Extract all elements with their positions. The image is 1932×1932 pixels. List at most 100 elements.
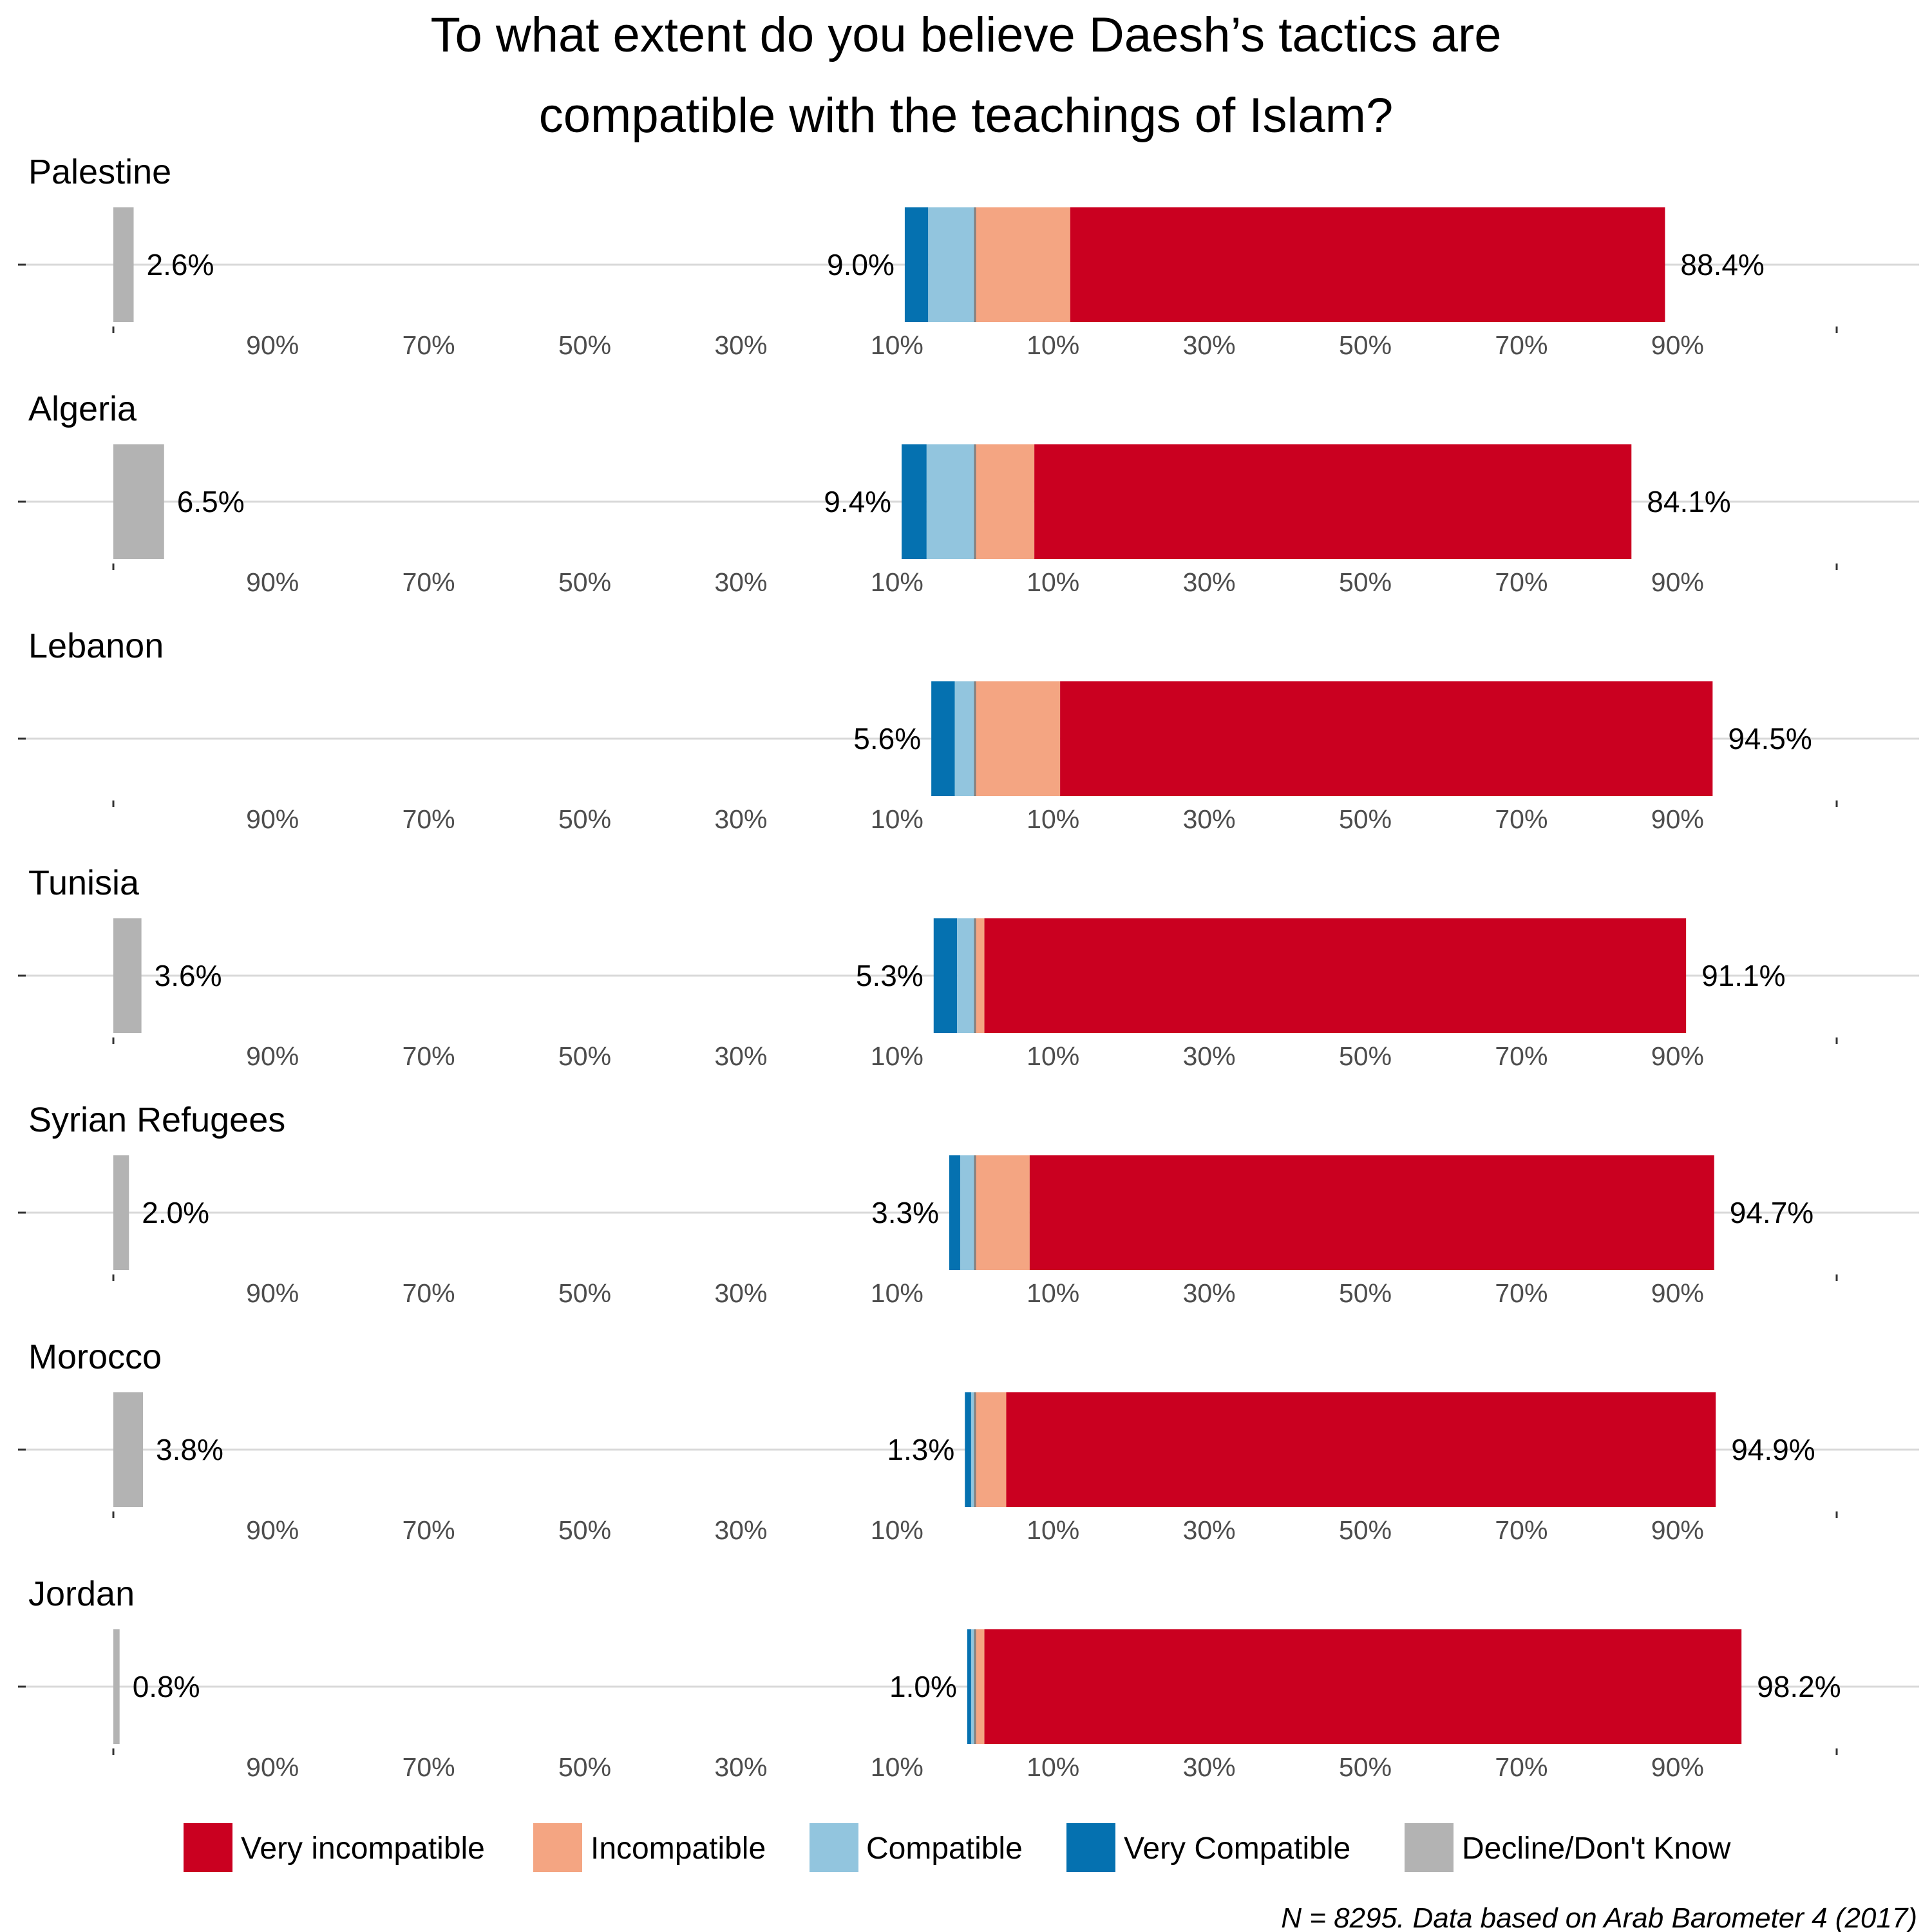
bar-very-compatible — [965, 1392, 971, 1507]
incompatible-total-label: 98.2% — [1757, 1670, 1841, 1703]
decline-dont-know-label: 0.8% — [133, 1670, 200, 1703]
chart-title-line-1: To what extent do you believe Daesh’s ta… — [430, 8, 1501, 62]
x-tick-label: 70% — [402, 1515, 455, 1545]
x-tick-label: 10% — [871, 1041, 923, 1071]
decline-dont-know-label: 2.0% — [142, 1196, 209, 1229]
x-tick-label: 50% — [1339, 1041, 1392, 1071]
panel-label: Tunisia — [28, 864, 140, 902]
x-tick-label: 70% — [1495, 804, 1548, 834]
bar-compatible — [971, 1392, 975, 1507]
bar-very-compatible — [933, 918, 958, 1033]
x-tick-label: 50% — [558, 1041, 611, 1071]
panel-lebanon: Lebanon 5.6% 94.5% 90% 70% 50% 30% 10% 10% 30% 50%… — [18, 627, 1919, 834]
x-tick-label: 50% — [1339, 567, 1392, 597]
bar-very-compatible — [902, 444, 927, 559]
x-tick-label: 70% — [1495, 1278, 1548, 1308]
legend-label-incompatible: Incompatible — [591, 1832, 766, 1866]
decline-dont-know-label: 3.8% — [156, 1433, 223, 1466]
x-tick-label: 10% — [871, 567, 923, 597]
panel-label: Jordan — [28, 1575, 135, 1613]
x-tick-label: 90% — [246, 1041, 299, 1071]
panel-label: Morocco — [28, 1338, 162, 1376]
x-tick-label: 30% — [714, 1278, 767, 1308]
x-tick-label: 90% — [246, 1515, 299, 1545]
x-tick-label: 50% — [1339, 804, 1392, 834]
x-tick-label: 50% — [558, 1278, 611, 1308]
x-tick-label: 90% — [246, 1278, 299, 1308]
bar-incompatible — [975, 681, 1061, 796]
compatible-total-label: 9.4% — [824, 485, 891, 518]
bar-very-compatible — [904, 207, 929, 322]
incompatible-total-label: 94.5% — [1728, 722, 1812, 755]
decline-dont-know-label: 3.6% — [155, 959, 222, 992]
compatible-total-label: 5.6% — [853, 722, 921, 755]
chart-caption: N = 8295. Data based on Arab Barometer 4… — [1281, 1902, 1917, 1932]
bar-incompatible — [975, 1392, 1007, 1507]
x-tick-label: 70% — [402, 1041, 455, 1071]
x-tick-label: 50% — [558, 804, 611, 834]
panel-label: Algeria — [28, 390, 137, 428]
bar-very-incompatible — [1060, 681, 1713, 796]
panel-jordan: Jordan 1.0% 98.2% 0.8% 90% 70% 50% 30% 10% 10% 30%… — [18, 1575, 1919, 1782]
bar-decline-dont-know — [113, 1629, 120, 1744]
bar-very-compatible — [949, 1155, 960, 1270]
panel-tunisia: Tunisia 5.3% 91.1% 3.6% 90% 70% 50% 30% 10% 10% 30… — [18, 864, 1919, 1071]
panel-label: Lebanon — [28, 627, 164, 665]
legend-label-very-incompatible: Very incompatible — [241, 1832, 485, 1866]
x-tick-label: 90% — [246, 804, 299, 834]
x-tick-label: 10% — [1027, 330, 1079, 360]
country-panels: Palestine 9.0% 88.4% 2.6% 90% 70% 50% 30% 10% 10%… — [18, 153, 1919, 1782]
bar-incompatible — [975, 918, 985, 1033]
bar-very-incompatible — [1006, 1392, 1716, 1507]
x-tick-label: 90% — [1651, 804, 1704, 834]
bar-decline-dont-know — [113, 444, 164, 559]
bar-compatible — [971, 1629, 975, 1744]
x-tick-label: 90% — [246, 567, 299, 597]
legend-swatch-compatible — [810, 1823, 858, 1872]
x-tick-label: 10% — [1027, 1752, 1079, 1782]
compatible-total-label: 1.3% — [887, 1433, 954, 1466]
incompatible-total-label: 94.9% — [1731, 1433, 1815, 1466]
incompatible-total-label: 84.1% — [1647, 485, 1730, 518]
x-tick-label: 10% — [1027, 1515, 1079, 1545]
legend-swatch-very-compatible — [1066, 1823, 1115, 1872]
x-tick-label: 30% — [1183, 1278, 1236, 1308]
x-tick-label: 50% — [1339, 1752, 1392, 1782]
x-tick-label: 90% — [246, 330, 299, 360]
x-tick-label: 10% — [871, 1752, 923, 1782]
legend-label-very-compatible: Very Compatible — [1124, 1832, 1350, 1866]
chart-title-line-2: compatible with the teachings of Islam? — [539, 88, 1393, 143]
bar-decline-dont-know — [113, 1392, 144, 1507]
x-tick-label: 10% — [1027, 1041, 1079, 1071]
x-tick-label: 70% — [402, 1752, 455, 1782]
panel-palestine: Palestine 9.0% 88.4% 2.6% 90% 70% 50% 30% 10% 10%… — [18, 153, 1919, 360]
x-tick-label: 30% — [1183, 567, 1236, 597]
x-tick-label: 30% — [714, 567, 767, 597]
bar-very-compatible — [967, 1629, 971, 1744]
x-tick-label: 30% — [714, 804, 767, 834]
bar-very-compatible — [931, 681, 955, 796]
x-tick-label: 70% — [402, 1278, 455, 1308]
bar-very-incompatible — [1029, 1155, 1714, 1270]
x-tick-label: 70% — [1495, 1515, 1548, 1545]
x-tick-label: 30% — [714, 330, 767, 360]
x-tick-label: 30% — [714, 1041, 767, 1071]
x-tick-label: 10% — [1027, 1278, 1079, 1308]
x-tick-label: 50% — [1339, 1515, 1392, 1545]
bar-compatible — [928, 207, 975, 322]
x-tick-label: 70% — [1495, 330, 1548, 360]
x-tick-label: 90% — [1651, 1752, 1704, 1782]
x-tick-label: 10% — [1027, 567, 1079, 597]
legend-swatch-decline-don-t-know — [1405, 1823, 1454, 1872]
x-tick-label: 50% — [1339, 330, 1392, 360]
x-tick-label: 50% — [1339, 1278, 1392, 1308]
x-tick-label: 10% — [871, 1515, 923, 1545]
x-tick-label: 70% — [402, 330, 455, 360]
x-tick-label: 90% — [246, 1752, 299, 1782]
incompatible-total-label: 91.1% — [1701, 959, 1785, 992]
bar-very-incompatible — [1034, 444, 1632, 559]
legend-swatch-incompatible — [533, 1823, 582, 1872]
x-tick-label: 70% — [402, 567, 455, 597]
x-tick-label: 50% — [558, 567, 611, 597]
x-tick-label: 90% — [1651, 1278, 1704, 1308]
